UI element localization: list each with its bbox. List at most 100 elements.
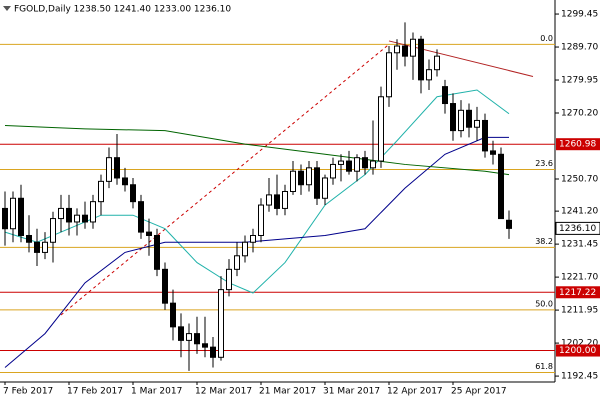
candle-body xyxy=(450,103,456,132)
candle-body xyxy=(434,55,440,71)
candle-body xyxy=(34,241,40,253)
symbol-icon xyxy=(3,6,11,11)
y-tick-label: 1289.70 xyxy=(561,43,598,53)
y-tick-label: 1270.20 xyxy=(561,109,598,119)
fib-label: 0.0 xyxy=(540,34,553,43)
candle-body xyxy=(346,160,352,172)
candle-body xyxy=(210,346,216,358)
candle-body xyxy=(410,38,416,57)
candle-body xyxy=(178,326,184,341)
moving-average xyxy=(4,125,510,176)
candle-body xyxy=(242,241,248,257)
candle-body xyxy=(130,184,136,203)
candle-body xyxy=(498,153,504,220)
level-tag-label: 1217.22 xyxy=(559,288,596,298)
candle-body xyxy=(138,201,144,233)
candle-body xyxy=(474,119,480,128)
candle-body xyxy=(482,119,488,152)
candle-body xyxy=(90,201,96,223)
candle-body xyxy=(186,333,192,341)
x-tick-label: 12 Apr 2017 xyxy=(387,387,443,397)
candle-body xyxy=(338,160,344,165)
y-tick-label: 1241.20 xyxy=(561,207,598,217)
candle-body xyxy=(378,96,384,162)
x-tick-label: 25 Apr 2017 xyxy=(451,387,507,397)
moving-average xyxy=(4,89,510,294)
candle-body xyxy=(26,234,32,243)
x-tick-label: 7 Feb 2017 xyxy=(3,387,53,397)
x-tick-label: 1 Mar 2017 xyxy=(131,387,182,397)
candle-body xyxy=(490,150,496,155)
candle-body xyxy=(202,343,208,348)
candle-body xyxy=(114,157,120,179)
candle-body xyxy=(322,177,328,199)
candle-body xyxy=(314,167,320,199)
candle-body xyxy=(162,268,168,304)
y-tick-label: 1231.45 xyxy=(561,240,598,250)
y-tick-label: 1202.20 xyxy=(561,339,598,349)
y-tick-label: 1192.45 xyxy=(561,372,598,382)
candle-body xyxy=(2,207,8,230)
level-tag xyxy=(556,286,600,299)
candle-body xyxy=(298,170,304,186)
candle-body xyxy=(274,194,280,209)
x-tick-label: 21 Mar 2017 xyxy=(259,387,316,397)
candle-body xyxy=(42,241,48,253)
candle-body xyxy=(122,177,128,186)
candle-body xyxy=(106,157,112,182)
candle-body xyxy=(402,45,408,57)
chart-title: FGOLD,Daily 1238.50 1241.40 1233.00 1236… xyxy=(14,5,231,15)
candle-body xyxy=(418,38,424,81)
level-tag-label: 1200.00 xyxy=(559,346,596,356)
y-tick-label: 1250.70 xyxy=(561,174,598,184)
candle-body xyxy=(82,214,88,223)
level-tag-label: 1260.98 xyxy=(559,140,596,150)
candle-body xyxy=(194,333,200,345)
candle-body xyxy=(290,170,296,193)
candle-body xyxy=(66,207,72,223)
candle-body xyxy=(18,197,24,236)
candle-body xyxy=(330,163,336,179)
candle-body xyxy=(306,167,312,186)
candle-body xyxy=(362,157,368,169)
fib-label: 23.6 xyxy=(535,159,553,168)
x-tick-label: 17 Feb 2017 xyxy=(67,387,123,397)
candle-body xyxy=(74,214,80,223)
y-tick-label: 1299.45 xyxy=(561,10,598,20)
y-tick-label: 1211.95 xyxy=(561,306,598,316)
candle-body xyxy=(442,86,448,105)
candle-body xyxy=(506,219,512,229)
candle-body xyxy=(282,191,288,209)
x-tick-label: 31 Mar 2017 xyxy=(323,387,380,397)
candle-body xyxy=(426,69,432,81)
candle-body xyxy=(354,157,360,172)
candle-body xyxy=(258,204,264,236)
fib-label: 61.8 xyxy=(535,362,553,371)
candle-body xyxy=(98,180,104,203)
candle-body xyxy=(250,234,256,243)
candle-body xyxy=(226,268,232,291)
candle-body xyxy=(466,109,472,128)
y-tick-label: 1221.70 xyxy=(561,273,598,283)
y-tick-label: 1279.95 xyxy=(561,76,598,86)
candle-body xyxy=(50,218,56,243)
last-price-label: 1236.10 xyxy=(559,224,596,234)
candle-body xyxy=(394,45,400,54)
fib-label: 38.2 xyxy=(535,237,553,246)
candle-body xyxy=(154,234,160,270)
trendline xyxy=(60,43,390,316)
last-price-tag xyxy=(555,221,600,235)
fib-label: 50.0 xyxy=(535,299,553,308)
candle-body xyxy=(458,109,464,132)
candle-body xyxy=(370,160,376,169)
level-tag xyxy=(556,344,600,357)
candle-body xyxy=(146,231,152,236)
candle-body xyxy=(266,194,272,206)
candle-body xyxy=(170,302,176,328)
level-tag xyxy=(556,138,600,151)
candle-body xyxy=(234,255,240,270)
candle-body xyxy=(58,207,64,220)
x-tick-label: 12 Mar 2017 xyxy=(195,387,252,397)
